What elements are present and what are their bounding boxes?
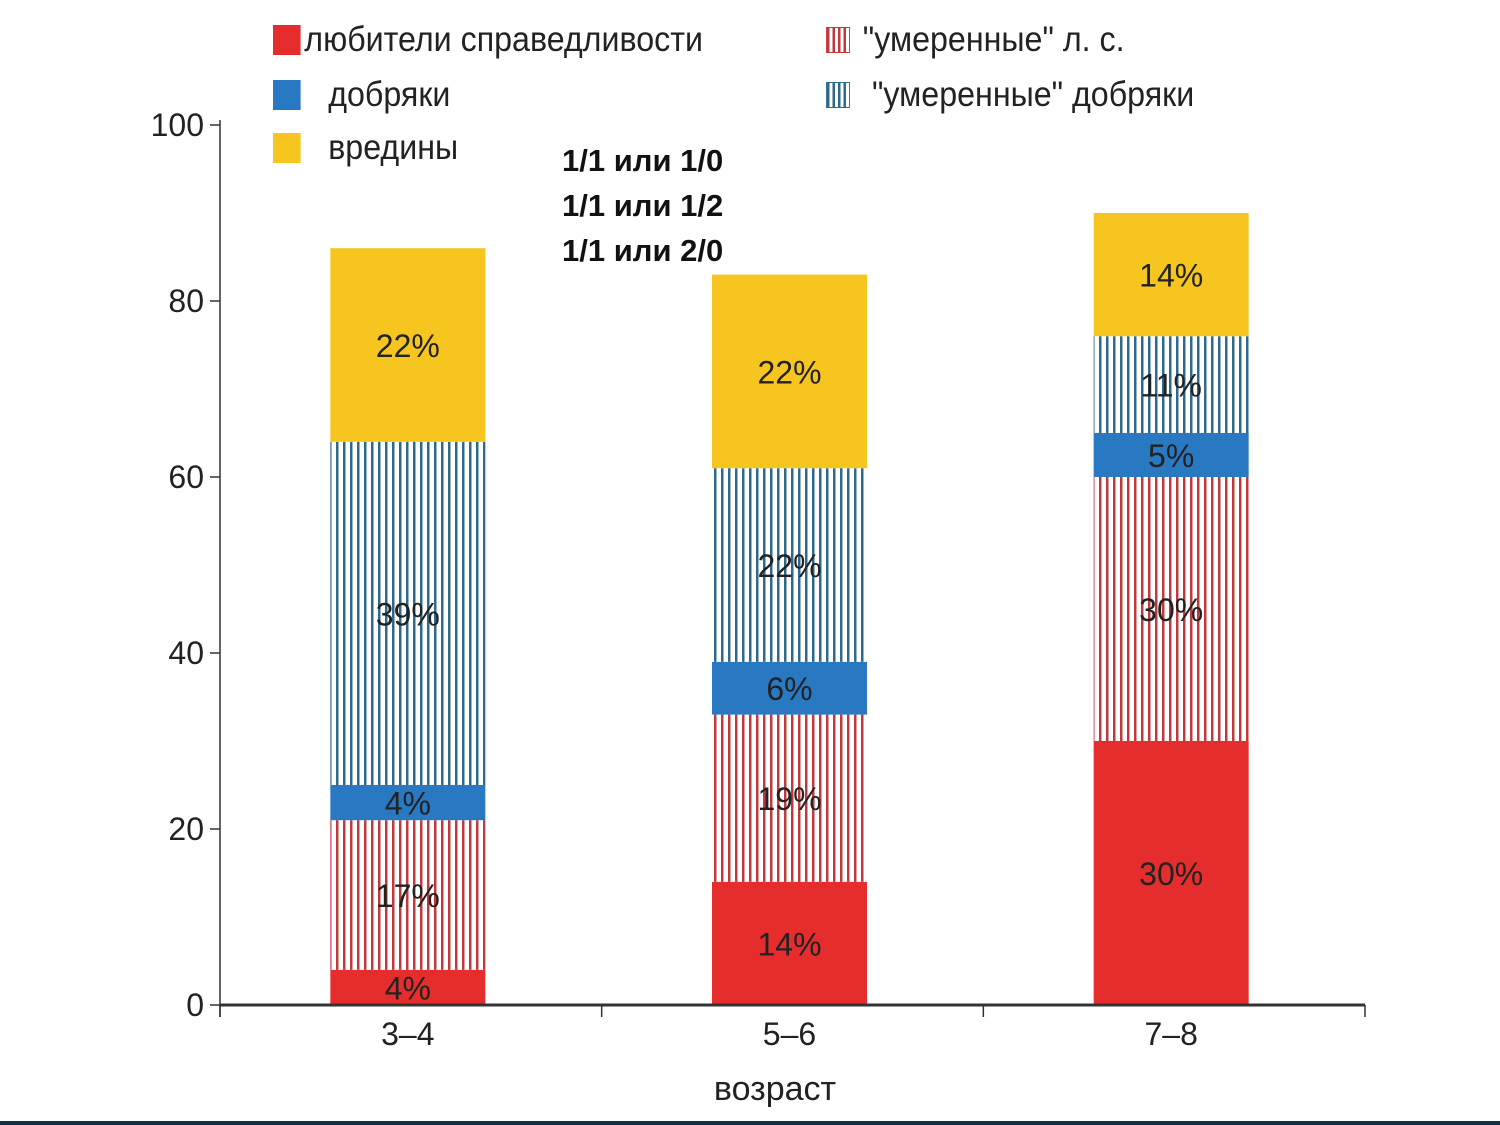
data-label: 19% — [757, 781, 821, 817]
bar-segment — [712, 468, 867, 662]
annotation-2: 1/1 или 1/2 — [562, 188, 724, 223]
bar-segment — [330, 969, 486, 1005]
data-label: 6% — [766, 671, 812, 707]
y-tick-label: 100 — [151, 107, 204, 143]
legend-item-moderate-kind: "умеренные" добряки — [826, 75, 1194, 115]
data-label: 30% — [1139, 592, 1203, 628]
bar-segment — [1093, 477, 1249, 741]
legend-swatch — [273, 25, 301, 55]
y-tick-label: 0 — [186, 987, 204, 1023]
bar-segment — [712, 661, 867, 715]
bottom-band — [0, 1121, 1500, 1125]
bar-segment — [330, 785, 486, 821]
y-tick-label: 80 — [168, 283, 204, 319]
data-label: 11% — [1140, 368, 1202, 404]
data-label: 30% — [1139, 856, 1203, 892]
bar-segment — [1093, 213, 1249, 337]
data-label: 4% — [385, 786, 431, 822]
x-tick-label: 5–6 — [763, 1016, 816, 1052]
data-label: 17% — [376, 878, 440, 914]
bar-segment — [1093, 336, 1249, 433]
bar-segment — [1093, 433, 1249, 477]
legend-label: добряки — [328, 75, 451, 114]
data-label: 22% — [376, 328, 440, 364]
bar-segment — [330, 248, 486, 442]
bar-segment — [712, 274, 867, 469]
y-tick-label: 60 — [168, 459, 204, 495]
y-tick-label: 40 — [168, 635, 204, 671]
x-tick-label: 7–8 — [1144, 1016, 1197, 1052]
legend-label: "умеренные" добряки — [872, 75, 1195, 114]
legend-item-spiteful: вредины — [273, 128, 458, 168]
bar-segment — [712, 714, 867, 882]
data-label: 22% — [757, 548, 821, 584]
legend-swatch — [826, 82, 850, 108]
legend-item-moderate-fairness: "умеренные" л. с. — [826, 20, 1125, 60]
bar-segment — [330, 820, 486, 970]
bar-segment — [330, 441, 486, 785]
annotation-3: 1/1 или 2/0 — [562, 233, 724, 268]
data-label: 14% — [1139, 258, 1203, 294]
data-label: 39% — [376, 596, 440, 632]
legend-label: "умеренные" л. с. — [862, 20, 1125, 59]
legend-swatch — [273, 80, 301, 110]
data-label: 14% — [757, 926, 821, 962]
legend-label: вредины — [328, 128, 459, 167]
y-tick-label: 20 — [168, 811, 204, 847]
legend-item-fairness-lovers: любители справедливости — [273, 20, 703, 60]
x-tick-label: 3–4 — [381, 1016, 434, 1052]
x-axis-title: возраст — [714, 1070, 836, 1108]
annotation-1: 1/1 или 1/0 — [562, 143, 724, 178]
legend-swatch — [826, 27, 850, 53]
data-label: 5% — [1148, 438, 1194, 474]
data-label: 22% — [757, 354, 821, 390]
legend-swatch — [273, 133, 301, 163]
data-label: 4% — [385, 970, 431, 1006]
legend-label: любители справедливости — [304, 20, 703, 59]
bar-segment — [1093, 741, 1249, 1005]
legend-item-kind: добряки — [273, 75, 450, 115]
bar-segment — [712, 881, 867, 1005]
